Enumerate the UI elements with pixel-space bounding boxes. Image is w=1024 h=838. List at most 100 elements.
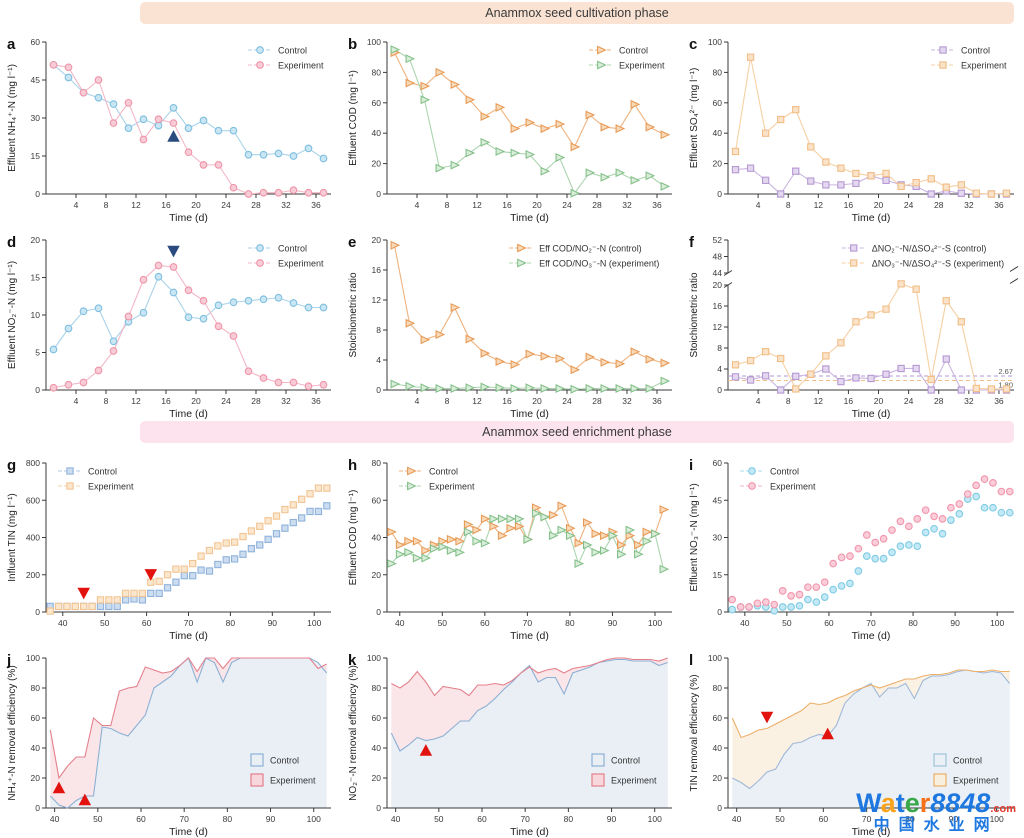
svg-text:24: 24	[562, 396, 572, 406]
svg-text:Time (d): Time (d)	[510, 826, 549, 838]
svg-text:Time (d): Time (d)	[169, 826, 208, 838]
svg-text:12: 12	[131, 200, 141, 210]
svg-text:40: 40	[372, 743, 382, 753]
chart-row-4: j 0 20 40 60 80 100 40 50 60 70 80 90 100 Time (d) NH₄…	[0, 642, 1024, 838]
svg-text:80: 80	[565, 618, 575, 628]
svg-text:32: 32	[622, 200, 632, 210]
svg-text:ΔNO₃⁻-N/ΔSO₄²⁻-S (experiment): ΔNO₃⁻-N/ΔSO₄²⁻-S (experiment)	[872, 259, 1004, 269]
svg-text:52: 52	[713, 235, 723, 245]
svg-text:100: 100	[26, 653, 40, 663]
svg-text:80: 80	[372, 458, 382, 468]
svg-text:NH₄⁺-N removal efficiency (%): NH₄⁺-N removal efficiency (%)	[7, 665, 18, 800]
svg-text:Time (d): Time (d)	[169, 408, 208, 420]
svg-text:4: 4	[717, 364, 722, 374]
svg-text:60: 60	[372, 495, 382, 505]
svg-text:70: 70	[520, 814, 530, 824]
panel-l-letter: l	[689, 652, 694, 669]
svg-text:36: 36	[994, 200, 1004, 210]
svg-text:60: 60	[713, 458, 723, 468]
svg-text:15: 15	[31, 273, 41, 283]
svg-text:Experiment: Experiment	[953, 776, 999, 786]
svg-text:44: 44	[713, 268, 723, 278]
svg-text:800: 800	[26, 458, 40, 468]
panel-b-letter: b	[348, 36, 358, 53]
svg-text:0: 0	[717, 189, 722, 199]
svg-text:24: 24	[221, 200, 231, 210]
svg-text:0: 0	[376, 607, 381, 617]
svg-text:40: 40	[740, 618, 750, 628]
svg-text:28: 28	[592, 200, 602, 210]
svg-text:100: 100	[648, 814, 662, 824]
svg-text:80: 80	[908, 618, 918, 628]
svg-text:36: 36	[652, 200, 662, 210]
svg-text:40: 40	[732, 814, 742, 824]
chart-row-2: d 0 5 10 15 20 4 8 12 16 20 24 28 32 36 Time (d) Efflue…	[0, 224, 1024, 425]
watermark: Water8848.com 中国水业网	[856, 789, 1016, 835]
svg-text:12: 12	[814, 396, 824, 406]
svg-text:100: 100	[307, 618, 321, 628]
svg-text:60: 60	[31, 37, 41, 47]
svg-text:40: 40	[50, 814, 60, 824]
panel-c-letter: c	[689, 36, 698, 53]
panel-i-letter: i	[689, 457, 694, 474]
svg-text:Control: Control	[953, 756, 982, 766]
svg-text:16: 16	[844, 200, 854, 210]
svg-text:12: 12	[472, 200, 482, 210]
svg-text:80: 80	[372, 683, 382, 693]
svg-text:80: 80	[905, 814, 915, 824]
svg-text:Experiment: Experiment	[619, 61, 665, 71]
svg-text:100: 100	[990, 814, 1004, 824]
svg-text:20: 20	[713, 280, 723, 290]
svg-text:Experiment: Experiment	[278, 61, 324, 71]
svg-text:60: 60	[136, 814, 146, 824]
svg-text:80: 80	[223, 814, 233, 824]
svg-text:Time (d): Time (d)	[510, 630, 549, 642]
svg-text:60: 60	[480, 618, 490, 628]
svg-text:Experiment: Experiment	[88, 482, 134, 492]
chart-nh4-removal-efficiency: 0 20 40 60 80 100 40 50 60 70 80 90 100 Time (d) NH₄⁺-…	[7, 653, 331, 838]
svg-text:0: 0	[35, 385, 40, 395]
svg-text:0: 0	[35, 189, 40, 199]
svg-text:Experiment: Experiment	[429, 482, 475, 492]
svg-text:TIN removal efficiency (%): TIN removal efficiency (%)	[689, 674, 700, 791]
svg-text:Control: Control	[770, 467, 799, 477]
svg-text:40: 40	[372, 533, 382, 543]
watermark-letter: W	[856, 787, 881, 818]
svg-text:Time (d): Time (d)	[169, 212, 208, 224]
watermark-dotcom: .com	[990, 802, 1016, 815]
svg-text:60: 60	[713, 98, 723, 108]
svg-text:Control: Control	[270, 756, 299, 766]
svg-text:8: 8	[376, 325, 381, 335]
svg-text:12: 12	[472, 396, 482, 406]
svg-text:60: 60	[142, 618, 152, 628]
svg-text:60: 60	[713, 713, 723, 723]
svg-text:32: 32	[622, 396, 632, 406]
svg-text:Time (d): Time (d)	[852, 408, 891, 420]
svg-text:60: 60	[824, 618, 834, 628]
chart-effluent-so4: 0 20 40 60 80 100 4 8 12 16 20 24 28 32 36 Time (d) Effl…	[689, 37, 1014, 224]
svg-text:0: 0	[376, 189, 381, 199]
svg-text:50: 50	[438, 618, 448, 628]
svg-text:48: 48	[713, 252, 723, 262]
svg-text:Control: Control	[611, 756, 640, 766]
panel-d-letter: d	[7, 234, 17, 251]
svg-text:20: 20	[372, 159, 382, 169]
svg-text:Effluent SO₄²⁻ (mg l⁻¹): Effluent SO₄²⁻ (mg l⁻¹)	[689, 68, 700, 169]
svg-text:40: 40	[391, 814, 401, 824]
svg-text:ΔNO₂⁻-N/ΔSO₄²⁻-S (control): ΔNO₂⁻-N/ΔSO₄²⁻-S (control)	[872, 244, 987, 254]
svg-text:30: 30	[713, 533, 723, 543]
svg-text:20: 20	[713, 773, 723, 783]
svg-text:45: 45	[31, 75, 41, 85]
svg-text:Experiment: Experiment	[270, 776, 316, 786]
svg-text:100: 100	[990, 618, 1004, 628]
svg-text:0: 0	[717, 607, 722, 617]
panel-c: c 0 20 40 60 80 100 4 8 12 16 20 24 28 32 36 Time (d) Ef…	[682, 26, 1024, 229]
svg-text:50: 50	[434, 814, 444, 824]
svg-text:16: 16	[844, 396, 854, 406]
watermark-word: Water	[856, 788, 930, 818]
panel-g-letter: g	[7, 457, 17, 474]
watermark-letter: r	[919, 787, 931, 818]
svg-text:600: 600	[26, 495, 40, 505]
svg-text:Experiment: Experiment	[611, 776, 657, 786]
chart-effluent-no2: 0 5 10 15 20 4 8 12 16 20 24 28 32 36 Time (d) Effluent…	[7, 235, 331, 420]
